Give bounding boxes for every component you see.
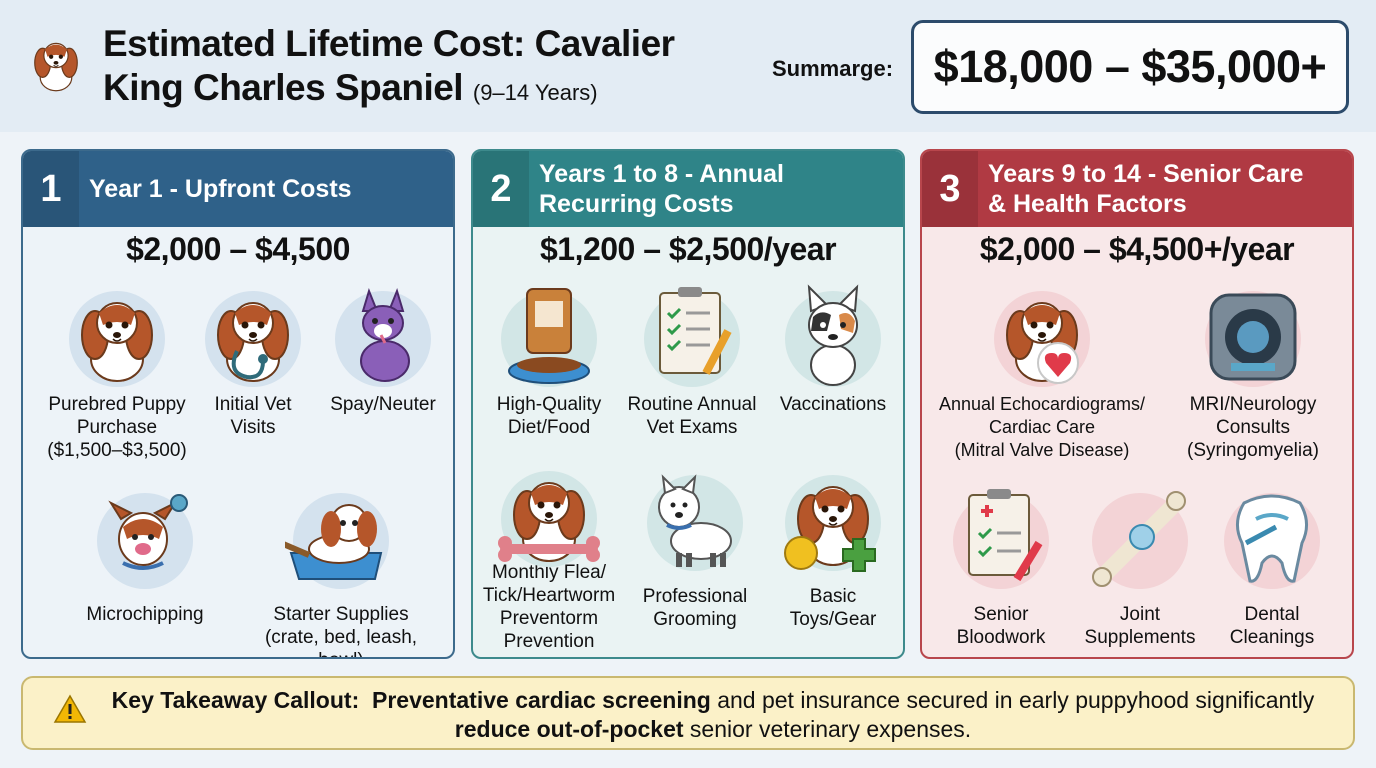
- clipboard-icon: [644, 287, 740, 387]
- callout-bold-2: reduce out-of-pocket: [454, 716, 684, 742]
- dog-bed-icon: [285, 493, 389, 589]
- microchip-dog-icon: [97, 493, 193, 589]
- item-label: Purebred Puppy Purchase: [48, 394, 186, 438]
- panel-number: 2: [473, 151, 529, 227]
- item-note: (crate, bed, leash, bowl): [264, 627, 418, 657]
- panel-header: 3 Years 9 to 14 - Senior Care & Health F…: [922, 151, 1352, 227]
- item-label: Monthly Flea/ Tick/Heartworm Preventorm …: [482, 562, 616, 652]
- item-flea-tick: Monthly Flea/ Tick/Heartworm Preventorm …: [479, 471, 619, 653]
- panel-years-9-14: 3 Years 9 to 14 - Senior Care & Health F…: [920, 149, 1354, 659]
- item-vet-exams: Routine Annual Vet Exams: [617, 287, 767, 439]
- puppy-icon: [69, 291, 165, 387]
- panel-range: $1,200 – $2,500/year: [539, 231, 837, 267]
- item-label: Dental Cleanings: [1229, 604, 1315, 648]
- summary-value: $18,000 – $35,000+: [933, 41, 1327, 92]
- title-suffix: (9–14 Years): [472, 80, 598, 105]
- tooth-icon: [1224, 493, 1320, 589]
- item-spay-neuter: Spay/Neuter: [313, 287, 453, 416]
- summary-value-box: $18,000 – $35,000+: [911, 20, 1349, 114]
- french-bulldog-icon: [785, 284, 881, 387]
- item-note: ($1,500–$3,500): [47, 440, 187, 461]
- callout-text-1: and pet insurance secured in early puppy…: [717, 687, 1315, 713]
- panel-number: 1: [23, 151, 79, 227]
- food-bag-icon: [501, 288, 597, 387]
- item-label: Starter Supplies: [273, 604, 409, 625]
- spaniel-logo-icon: [34, 42, 78, 92]
- key-takeaway-callout: Key Takeaway Callout: Preventative cardi…: [21, 676, 1355, 750]
- page-title: Estimated Lifetime Cost: Cavalier King C…: [103, 22, 743, 115]
- panel-years-1-8: 2 Years 1 to 8 - Annual Recurring Costs …: [471, 149, 905, 659]
- panel-header: 1 Year 1 - Upfront Costs: [23, 151, 453, 227]
- callout-lead: Key Takeaway Callout:: [111, 687, 360, 713]
- bone-joint-icon: [1092, 491, 1188, 589]
- dog-bone-icon: [498, 471, 600, 567]
- stethoscope-dog-icon: [205, 291, 301, 387]
- summary-label: Summarge:: [772, 56, 894, 81]
- item-label: MRI/Neurology Consults: [1189, 394, 1317, 438]
- panel-title: Years 9 to 14 - Senior Care & Health Fac…: [988, 160, 1304, 218]
- panel-year-1: 1 Year 1 - Upfront Costs $2,000 – $4,500…: [21, 149, 455, 659]
- item-joint-supplements: Joint Supplements: [1070, 491, 1210, 649]
- item-initial-vet: Initial Vet Visits: [193, 291, 313, 439]
- item-puppy-purchase: Purebred Puppy Purchase ($1,500–$3,500): [35, 291, 199, 462]
- white-dog-icon: [647, 474, 743, 571]
- item-label: Microchipping: [86, 604, 204, 625]
- item-diet-food: High-Quality Diet/Food: [485, 288, 613, 439]
- item-label: Basic Toys/Gear: [789, 586, 877, 630]
- panel-header: 2 Years 1 to 8 - Annual Recurring Costs: [473, 151, 903, 227]
- item-note: (Syringomyelia): [1187, 440, 1319, 461]
- mri-scanner-icon: [1205, 291, 1301, 387]
- medical-clipboard-icon: [953, 489, 1049, 589]
- panel-range: $2,000 – $4,500: [126, 231, 350, 267]
- item-label: High-Quality Diet/Food: [496, 394, 602, 438]
- toys-icon: [784, 475, 881, 572]
- item-label: Joint Supplements: [1084, 604, 1196, 648]
- item-mri-neurology: MRI/Neurology Consults (Syringomyelia): [1168, 291, 1338, 462]
- item-label: Senior Bloodwork: [956, 604, 1046, 648]
- item-label: Routine Annual Vet Exams: [627, 394, 757, 438]
- item-echocardiograms: Annual Echocardiograms/ Cardiac Care (Mi…: [926, 291, 1158, 462]
- callout-text-2: senior veterinary expenses.: [689, 716, 972, 742]
- item-toys-gear: Basic Toys/Gear: [769, 475, 897, 631]
- item-grooming: Professional Grooming: [621, 474, 769, 631]
- item-label: Initial Vet Visits: [214, 394, 292, 438]
- item-label: Annual Echocardiograms/ Cardiac Care: [938, 394, 1146, 437]
- heart-dog-icon: [994, 291, 1090, 387]
- purple-dog-icon: [335, 287, 431, 387]
- title-text: Estimated Lifetime Cost: Cavalier King C…: [103, 23, 675, 108]
- item-label: Vaccinations: [779, 394, 887, 415]
- item-label: Professional Grooming: [642, 586, 748, 630]
- item-label: Spay/Neuter: [330, 394, 436, 415]
- panel-number: 3: [922, 151, 978, 227]
- warning-icon: [53, 694, 87, 723]
- item-note: (Mitral Valve Disease): [954, 440, 1130, 460]
- panel-range: $2,000 – $4,500+/year: [979, 231, 1295, 267]
- item-microchipping: Microchipping: [63, 493, 227, 626]
- item-senior-bloodwork: Senior Bloodwork: [936, 489, 1066, 649]
- header-banner: Estimated Lifetime Cost: Cavalier King C…: [0, 0, 1376, 132]
- panel-title: Years 1 to 8 - Annual Recurring Costs: [539, 160, 784, 218]
- item-vaccinations: Vaccinations: [769, 284, 897, 416]
- callout-bold-1: Preventative cardiac screening: [372, 687, 711, 713]
- item-dental-cleanings: Dental Cleanings: [1212, 493, 1332, 649]
- panel-title: Year 1 - Upfront Costs: [89, 175, 352, 203]
- item-starter-supplies: Starter Supplies (crate, bed, leash, bow…: [241, 493, 441, 657]
